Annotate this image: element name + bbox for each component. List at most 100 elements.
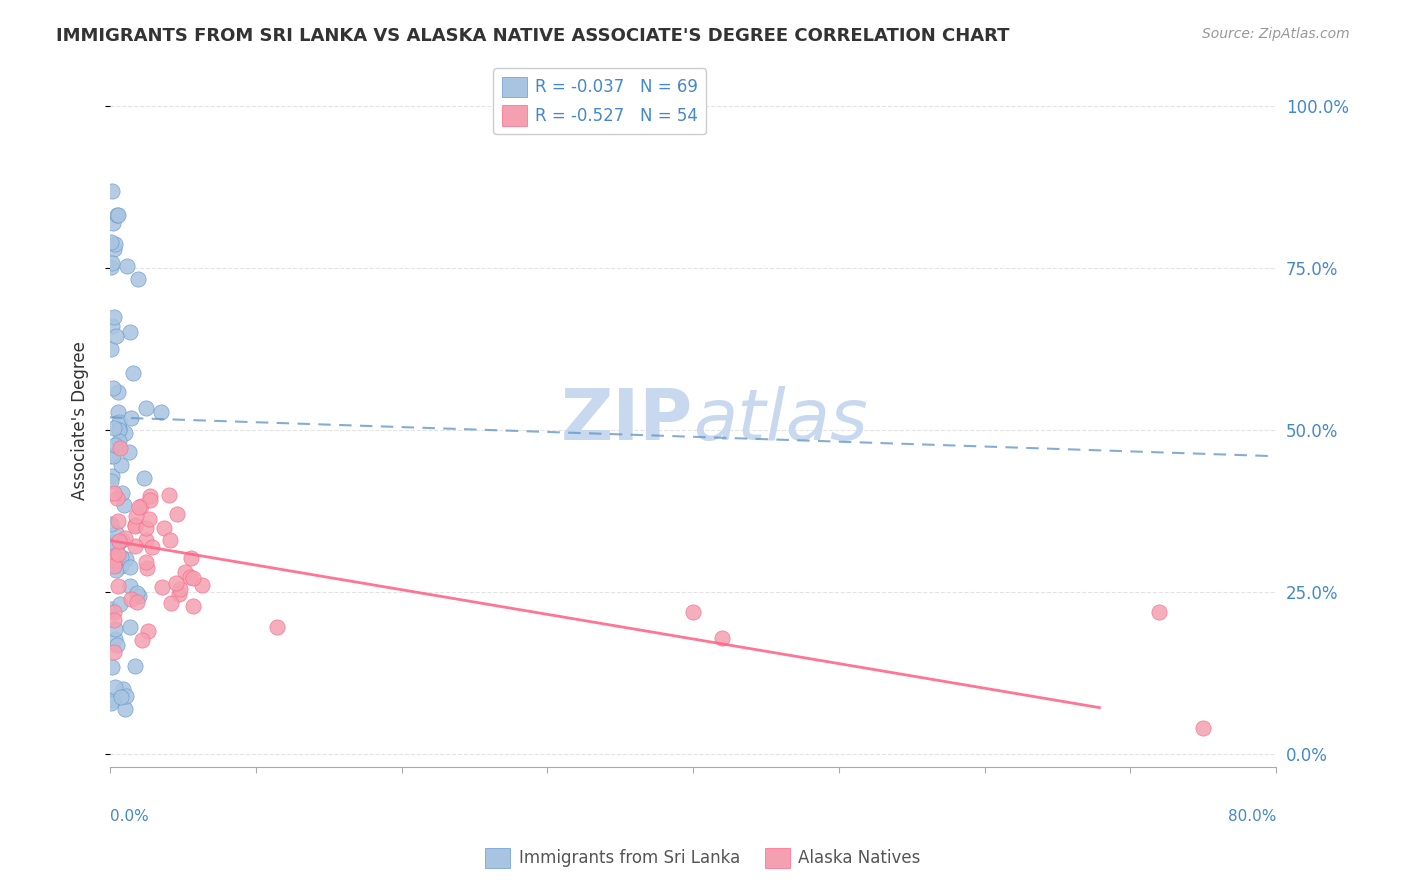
Point — [105, 639, 128, 653]
Point — [128, 500, 150, 514]
Point — [101, 450, 124, 464]
Point — [120, 592, 142, 607]
Point — [103, 242, 125, 256]
Point — [138, 512, 160, 526]
Point — [110, 549, 132, 564]
Point — [115, 551, 138, 566]
Point — [104, 632, 127, 647]
Point — [181, 599, 204, 614]
Point — [682, 605, 704, 619]
Point — [129, 499, 152, 513]
Text: 0.0%: 0.0% — [110, 809, 149, 824]
Point — [100, 696, 122, 710]
Point — [101, 535, 124, 549]
Point — [103, 486, 125, 500]
Point — [104, 236, 127, 251]
Point — [100, 601, 122, 615]
Legend: R = -0.037   N = 69, R = -0.527   N = 54: R = -0.037 N = 69, R = -0.527 N = 54 — [494, 69, 706, 134]
Point — [166, 576, 188, 591]
Point — [103, 645, 125, 659]
Point — [103, 310, 125, 324]
Point — [108, 441, 131, 455]
Point — [104, 622, 127, 636]
Point — [103, 549, 125, 563]
Point — [110, 558, 132, 573]
Point — [101, 216, 124, 230]
Point — [159, 596, 181, 610]
Point — [107, 514, 129, 528]
Point — [181, 571, 204, 585]
Point — [108, 423, 131, 437]
Point — [107, 405, 129, 419]
Point — [153, 520, 176, 534]
Point — [166, 508, 188, 522]
Point — [169, 582, 191, 596]
Point — [112, 681, 135, 696]
Point — [114, 425, 136, 440]
Text: 80.0%: 80.0% — [1227, 809, 1277, 824]
Point — [115, 259, 138, 273]
Y-axis label: Associate's Degree: Associate's Degree — [72, 341, 89, 500]
Point — [107, 547, 129, 561]
Text: Source: ZipAtlas.com: Source: ZipAtlas.com — [1202, 27, 1350, 41]
Point — [125, 508, 148, 523]
Point — [110, 598, 132, 612]
Point — [107, 384, 129, 399]
Point — [124, 519, 146, 533]
Point — [104, 438, 127, 452]
Point — [1192, 722, 1215, 736]
Point — [103, 680, 125, 694]
Point — [120, 325, 142, 339]
Point — [159, 488, 181, 502]
Point — [173, 565, 195, 579]
Point — [103, 559, 125, 574]
Point — [108, 434, 131, 448]
Point — [135, 401, 157, 415]
Text: atlas: atlas — [693, 386, 868, 455]
Point — [104, 329, 127, 343]
Point — [101, 319, 124, 334]
Point — [125, 595, 148, 609]
Point — [136, 561, 159, 575]
Text: IMMIGRANTS FROM SRI LANKA VS ALASKA NATIVE ASSOCIATE'S DEGREE CORRELATION CHART: IMMIGRANTS FROM SRI LANKA VS ALASKA NATI… — [56, 27, 1010, 45]
Point — [135, 521, 157, 535]
Point — [98, 449, 121, 463]
Point — [100, 343, 122, 357]
Point — [114, 702, 136, 716]
Point — [191, 577, 214, 591]
Point — [118, 579, 141, 593]
Point — [127, 272, 149, 286]
Point — [135, 555, 157, 569]
Point — [103, 605, 125, 619]
Point — [128, 590, 150, 604]
Point — [110, 690, 132, 704]
Point — [150, 580, 173, 594]
Point — [103, 540, 125, 554]
Point — [105, 207, 128, 221]
Point — [115, 689, 138, 703]
Point — [124, 539, 146, 553]
Point — [107, 208, 129, 222]
Point — [114, 531, 136, 545]
Point — [1149, 605, 1171, 619]
Point — [110, 458, 132, 473]
Point — [107, 415, 129, 429]
Point — [121, 366, 143, 380]
Point — [103, 613, 125, 627]
Point — [131, 632, 153, 647]
Point — [100, 474, 122, 488]
Point — [118, 445, 141, 459]
Point — [120, 411, 142, 425]
Point — [100, 260, 122, 274]
Point — [101, 468, 124, 483]
Point — [100, 235, 122, 250]
Point — [112, 499, 135, 513]
Point — [104, 525, 127, 540]
Point — [159, 533, 181, 548]
Point — [101, 659, 124, 673]
Point — [104, 563, 127, 577]
Point — [100, 184, 122, 198]
Point — [180, 551, 202, 566]
Point — [141, 541, 163, 555]
Point — [103, 421, 125, 435]
